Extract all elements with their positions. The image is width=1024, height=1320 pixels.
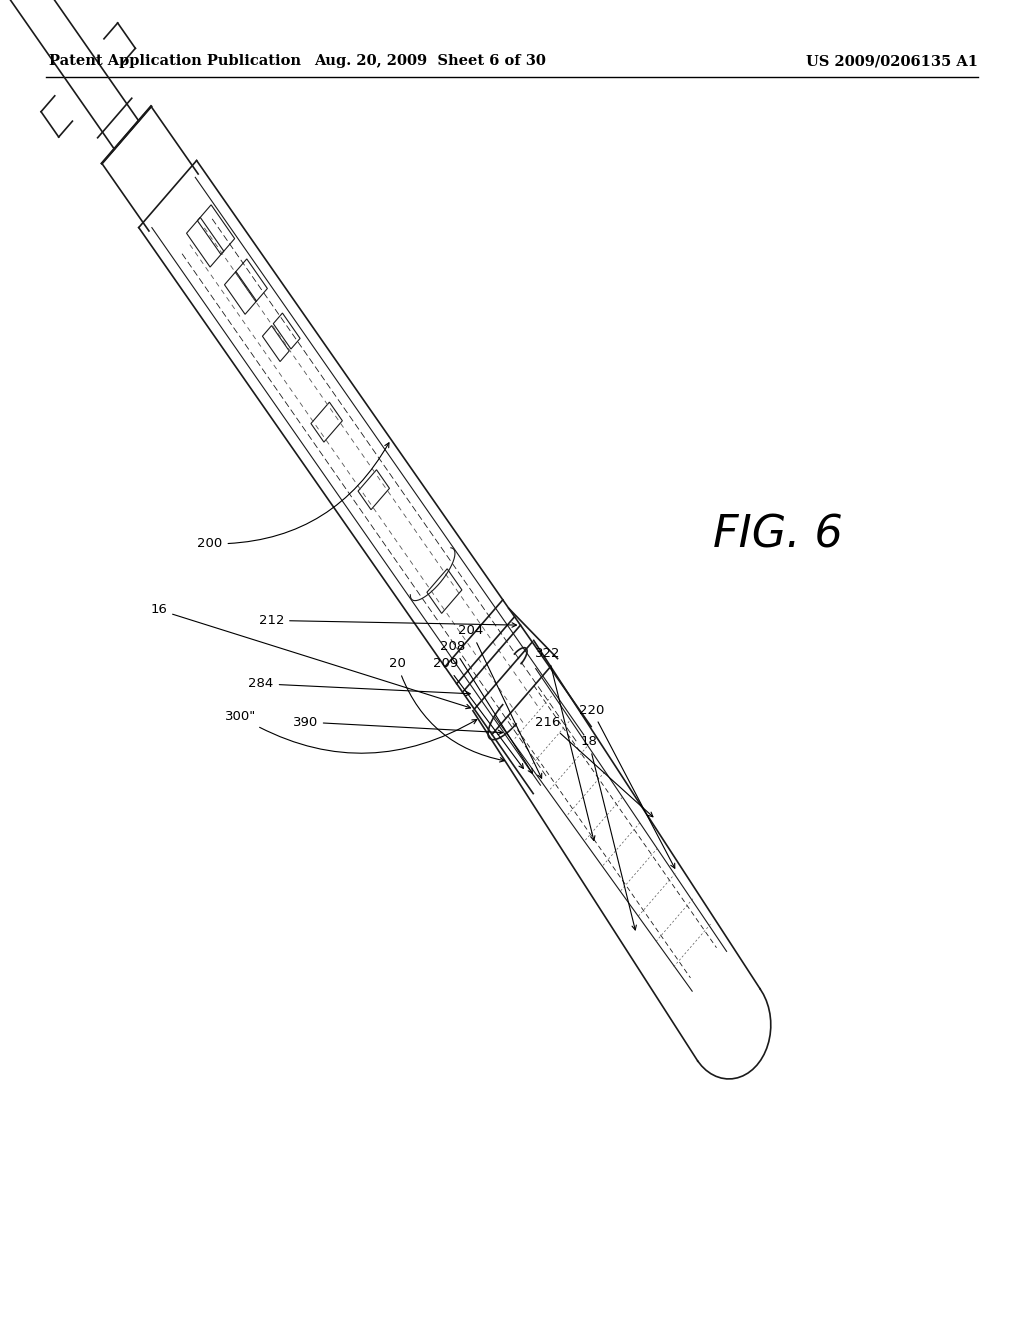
Text: US 2009/0206135 A1: US 2009/0206135 A1 [806, 54, 978, 69]
Text: 216: 216 [536, 715, 653, 817]
Text: 209: 209 [433, 657, 523, 768]
Text: 20: 20 [389, 657, 504, 762]
Text: Aug. 20, 2009  Sheet 6 of 30: Aug. 20, 2009 Sheet 6 of 30 [314, 54, 546, 69]
Text: Patent Application Publication: Patent Application Publication [49, 54, 301, 69]
Text: 220: 220 [580, 704, 675, 869]
Text: 18: 18 [581, 735, 636, 931]
Text: 300": 300" [225, 710, 477, 754]
Text: 390: 390 [293, 715, 503, 735]
Text: 284: 284 [249, 677, 470, 696]
Text: 204: 204 [459, 624, 542, 779]
Text: 208: 208 [440, 640, 532, 774]
Text: 16: 16 [151, 603, 470, 709]
Text: 322: 322 [536, 647, 595, 841]
Text: 212: 212 [259, 614, 516, 627]
Text: 200: 200 [198, 442, 389, 550]
Text: FIG. 6: FIG. 6 [714, 513, 843, 556]
